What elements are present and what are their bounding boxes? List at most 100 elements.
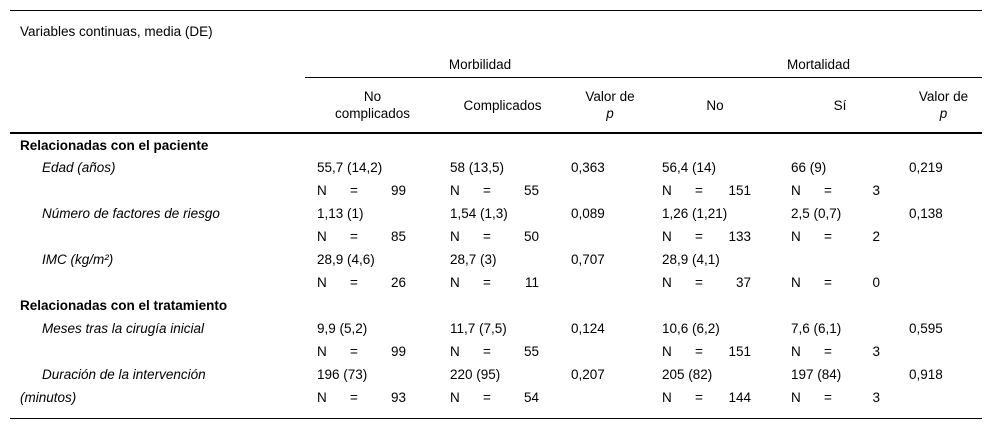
value-cell: 1,13 (1) [317,206,364,221]
equals-sign: = [695,390,703,405]
value-cell: 56,4 (14) [662,160,717,175]
empty-cell [905,271,982,294]
equals-sign: = [350,229,358,244]
table-row-n: N = 99 N = 55 N = 151 N = 3 [10,179,982,202]
n-value: 3 [872,390,880,405]
n-value: 0 [872,275,880,290]
p-value-cell: 0,595 [909,321,943,336]
n-label: N [317,344,327,359]
n-value: 55 [523,183,539,198]
variable-label-edad: Edad (años) [42,160,116,175]
col-header-line: Complicados [463,97,542,113]
value-cell: 7,6 (6,1) [791,321,842,336]
value-cell: 55,7 (14,2) [317,160,383,175]
n-value: 3 [872,344,880,359]
n-cell: N = 85 [305,225,440,248]
spacer-cell [10,225,305,248]
value-cell: 28,9 (4,1) [662,252,720,267]
table-row: Duración de la intervención 196 (73) 220… [10,363,982,386]
equals-sign: = [483,229,491,244]
stats-table-sheet: Variables continuas, media (DE) Morbilid… [10,10,983,419]
value-cell: 2,5 (0,7) [791,206,842,221]
n-cell: N = 2 [775,225,905,248]
p-value-cell: 0,089 [571,206,605,221]
n-label: N [450,275,460,290]
n-value: 99 [390,344,406,359]
n-label: N [791,183,801,198]
table-row: Número de factores de riesgo 1,13 (1) 1,… [10,202,982,225]
n-label: N [791,275,801,290]
equals-sign: = [695,229,703,244]
col-header-valor-p-morbidity: Valor de p [565,77,655,134]
n-value: 55 [523,344,539,359]
variable-label-imc: IMC (kg/m²) [42,252,114,267]
equals-sign: = [824,390,832,405]
n-label: N [662,229,672,244]
value-cell: 205 (82) [662,367,713,382]
equals-sign: = [824,275,832,290]
n-label: N [450,390,460,405]
table-title: Variables continuas, media (DE) [20,23,213,39]
n-cell: N = 99 [305,340,440,363]
n-value: 144 [728,390,751,405]
col-header-valor-p-mortality: Valor de p [905,77,983,134]
value-cell: 10,6 (6,2) [662,321,720,336]
n-value: 2 [872,229,880,244]
col-header-line: Valor de [585,89,635,104]
n-value: 3 [872,183,880,198]
col-header-line: Valor de [918,89,969,104]
section-header-patient: Relacionadas con el paciente [10,133,982,156]
empty-cell [905,340,982,363]
n-value: 11 [524,275,539,290]
value-cell: 197 (84) [791,367,842,382]
p-value-cell: 0,207 [571,367,605,382]
variable-label-meses: Meses tras la cirugía inicial [42,321,205,336]
n-cell: N = 37 [655,271,775,294]
col-header-no: No [655,77,775,134]
n-label: N [662,390,672,405]
n-cell: N = 144 [655,386,775,409]
stats-table: Variables continuas, media (DE) Morbilid… [10,11,983,409]
n-label: N [317,183,327,198]
n-cell: N = 3 [775,340,905,363]
value-cell: 58 (13,5) [450,160,505,175]
n-label: N [662,183,672,198]
n-cell: N = 55 [440,340,565,363]
empty-cell [905,179,982,202]
col-header-line: complicados [334,106,411,121]
col-header-line: No [363,89,382,104]
col-header-no-complicados: No complicados [305,77,440,134]
table-row-n: N = 85 N = 50 N = 133 N = 2 [10,225,982,248]
section-header-treatment: Relacionadas con el tratamiento [10,294,982,317]
n-value: 85 [390,229,406,244]
p-value-cell: 0,363 [571,160,605,175]
equals-sign: = [350,344,358,359]
n-value: 93 [390,390,406,405]
n-cell: N = 54 [440,386,565,409]
n-cell: N = 93 [305,386,440,409]
equals-sign: = [824,183,832,198]
value-cell: 1,54 (1,3) [450,206,508,221]
section-title: Relacionadas con el paciente [20,137,209,153]
column-header-row: No complicados Complicados Valor de p No… [10,77,983,134]
spacer-cell [10,77,305,134]
empty-cell [565,179,655,202]
column-group-row: Morbilidad Mortalidad [10,46,983,78]
spacer-cell [10,46,305,78]
table-row: IMC (kg/m²) 28,9 (4,6) 28,7 (3) 0,707 28… [10,248,982,271]
p-value-cell [905,248,982,271]
n-value: 133 [728,229,751,244]
table-row-n: N = 26 N = 11 N = 37 N = 0 [10,271,982,294]
col-header-line: Sí [833,97,847,113]
empty-cell [565,225,655,248]
n-value: 54 [523,390,539,405]
variable-label-minutos: (minutos) [20,390,77,405]
n-cell: N = 151 [655,340,775,363]
equals-sign: = [350,390,358,405]
value-cell: 28,9 (4,6) [317,252,375,267]
value-cell [775,248,905,271]
p-value-cell: 0,918 [909,367,943,382]
n-label: N [317,390,327,405]
col-header-si: Sí [775,77,905,134]
n-cell: N = 151 [655,179,775,202]
